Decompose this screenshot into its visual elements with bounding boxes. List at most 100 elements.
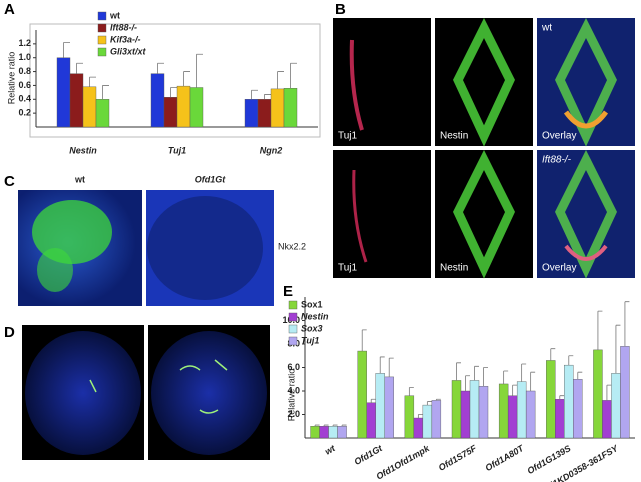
bar bbox=[244, 99, 259, 128]
marker-label: Nkx2.2 bbox=[278, 241, 306, 251]
legend-label: Sox3 bbox=[301, 323, 323, 333]
error-bar bbox=[456, 362, 461, 381]
error-bar bbox=[624, 301, 630, 347]
x-tick-label: Ofd1A80T bbox=[484, 442, 527, 473]
error-bar bbox=[615, 324, 621, 374]
panel-b-images bbox=[333, 17, 635, 279]
error-bar bbox=[559, 395, 565, 400]
error-bar bbox=[435, 398, 441, 401]
bar bbox=[451, 380, 462, 439]
legend-label: Kif3a-/- bbox=[110, 34, 141, 44]
legend-swatch bbox=[288, 300, 298, 310]
image-caption: Nestin bbox=[440, 263, 468, 274]
y-tick-label: 4.0 bbox=[287, 385, 300, 395]
error-bar bbox=[89, 76, 96, 87]
error-bar bbox=[332, 424, 338, 427]
error-bar bbox=[388, 357, 394, 377]
legend-swatch bbox=[288, 312, 298, 322]
legend-swatch bbox=[288, 336, 298, 346]
legend-label: wt bbox=[109, 10, 120, 20]
legend-swatch bbox=[97, 47, 107, 57]
image-caption: wt bbox=[541, 23, 552, 34]
error-bar bbox=[530, 371, 536, 391]
x-tick-label: wt bbox=[323, 443, 338, 457]
y-tick-label: 0.8 bbox=[18, 66, 31, 76]
error-bar bbox=[503, 370, 509, 384]
error-bar bbox=[408, 387, 414, 396]
legend-label: Ift88-/- bbox=[110, 22, 137, 32]
y-tick-label: 0.4 bbox=[18, 94, 31, 104]
legend-swatch bbox=[97, 11, 107, 21]
bar bbox=[611, 373, 621, 439]
bar bbox=[384, 376, 394, 439]
error-bar bbox=[512, 384, 518, 396]
bar bbox=[283, 87, 298, 128]
panel-label: B bbox=[335, 1, 346, 18]
error-bar bbox=[314, 424, 320, 427]
bar bbox=[573, 379, 583, 439]
bar bbox=[602, 400, 612, 439]
error-bar bbox=[361, 329, 367, 352]
error-bar bbox=[550, 348, 556, 361]
y-tick-label: 0.2 bbox=[18, 108, 31, 118]
legend-label: Sox1 bbox=[301, 299, 323, 309]
error-bar bbox=[264, 94, 271, 100]
error-bar bbox=[102, 85, 109, 100]
bar bbox=[82, 86, 97, 128]
bar bbox=[498, 383, 509, 439]
error-bar bbox=[196, 53, 203, 88]
y-axis-label: Relative ratio bbox=[286, 369, 296, 422]
bar bbox=[189, 87, 204, 128]
error-bar bbox=[251, 89, 258, 100]
image-caption: Overlay bbox=[542, 263, 576, 274]
x-tick-label: Ngn2 bbox=[260, 145, 283, 155]
legend-swatch bbox=[288, 324, 298, 334]
bar bbox=[163, 97, 178, 128]
bar bbox=[555, 399, 565, 439]
bar bbox=[310, 426, 320, 439]
bar bbox=[69, 73, 84, 128]
image-caption: Nestin bbox=[440, 131, 468, 142]
bar bbox=[366, 402, 376, 439]
panel-label: C bbox=[4, 173, 15, 190]
image-caption: Overlay bbox=[542, 131, 576, 142]
bar bbox=[507, 395, 518, 439]
bar bbox=[431, 400, 442, 439]
error-bar bbox=[277, 71, 284, 89]
bar bbox=[357, 350, 367, 439]
bar bbox=[413, 417, 424, 439]
error-bar bbox=[568, 355, 574, 366]
error-bar bbox=[426, 401, 432, 406]
image-caption: Tuj1 bbox=[338, 263, 358, 274]
error-bar bbox=[170, 87, 177, 98]
bar bbox=[620, 346, 630, 439]
bar bbox=[564, 364, 574, 439]
bar bbox=[257, 99, 272, 128]
panel-d-images bbox=[22, 325, 270, 460]
panel-label: E bbox=[283, 283, 293, 300]
panel-c-images bbox=[18, 190, 274, 306]
error-bar bbox=[379, 356, 385, 374]
bar bbox=[337, 426, 347, 439]
bar bbox=[319, 426, 329, 439]
error-bar bbox=[323, 424, 329, 427]
bar bbox=[478, 386, 489, 439]
bar bbox=[525, 390, 536, 439]
error-bar bbox=[370, 398, 376, 403]
bar bbox=[270, 88, 285, 128]
bar bbox=[404, 395, 415, 439]
bar bbox=[593, 349, 603, 439]
error-bar bbox=[597, 310, 603, 350]
legend-label: Tuj1 bbox=[301, 335, 319, 345]
y-tick-label: 6.0 bbox=[287, 362, 300, 372]
error-bar bbox=[577, 371, 583, 380]
plot-frame bbox=[29, 23, 321, 138]
bar bbox=[375, 373, 385, 439]
image-caption: Ift88-/- bbox=[542, 155, 572, 166]
bar bbox=[56, 57, 71, 128]
error-bar bbox=[474, 365, 479, 381]
error-bar bbox=[76, 62, 83, 74]
bar bbox=[422, 404, 433, 439]
y-axis-label: Relative ratio bbox=[6, 52, 16, 105]
